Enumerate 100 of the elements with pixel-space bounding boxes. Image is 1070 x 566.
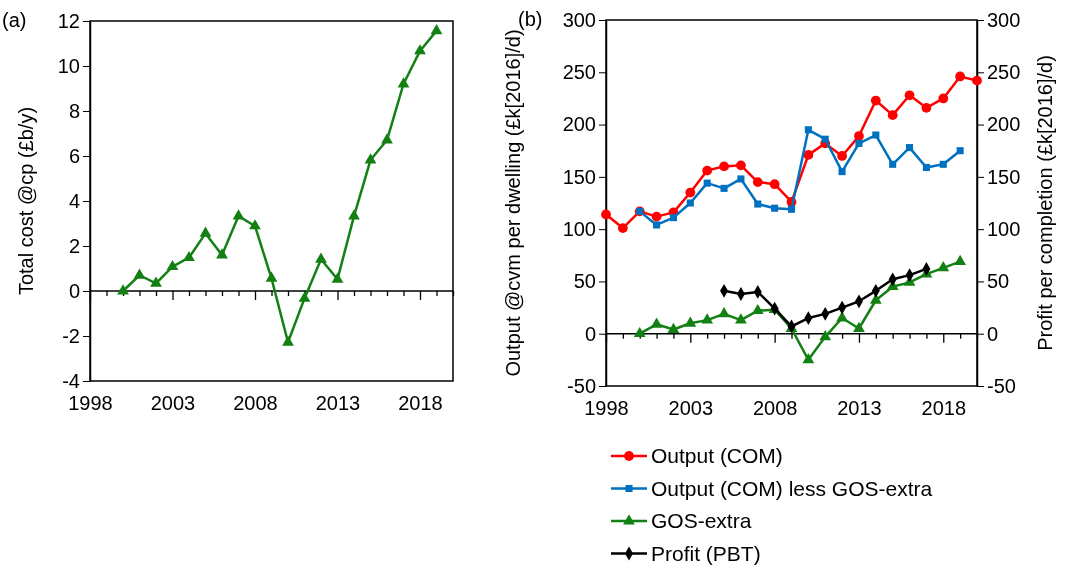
y-tick-label: 300 [562, 8, 596, 31]
point [821, 135, 829, 143]
y-tick-label: 100 [562, 218, 596, 241]
point [838, 168, 846, 176]
legend-label: Output (COM) less GOS-extra [651, 476, 933, 500]
y2-tick-label: 50 [987, 270, 1010, 293]
point [702, 165, 713, 176]
point [381, 133, 393, 144]
x-tick-label: 2008 [752, 397, 798, 420]
point [906, 144, 914, 152]
point [703, 179, 711, 187]
point [315, 252, 327, 263]
y-axis-title: Total cost @cp (£b/y) [15, 106, 37, 296]
point [669, 214, 677, 222]
y-tick-label: 2 [68, 234, 80, 257]
point [199, 226, 212, 237]
y2-tick-label: 200 [987, 113, 1021, 136]
x-tick-label: 2003 [150, 392, 196, 415]
y-tick-label: 0 [584, 322, 596, 345]
point [771, 204, 779, 212]
point [414, 44, 426, 55]
y-tick-label: 4 [68, 189, 80, 212]
y-tick-label: 200 [562, 113, 596, 136]
chart-title: (b) [518, 8, 543, 30]
point [854, 131, 864, 141]
point [937, 261, 950, 272]
y-axis-title: Output @cvm per dwelling (£k[2016]/d) [502, 29, 524, 377]
point [870, 95, 881, 106]
point [653, 221, 661, 229]
point [282, 335, 294, 346]
point [718, 307, 730, 318]
point [837, 151, 847, 161]
point [754, 200, 762, 208]
point [183, 250, 195, 262]
point [331, 272, 344, 283]
point [954, 254, 967, 265]
point [397, 77, 410, 88]
y2-tick-label: 0 [987, 322, 999, 345]
y-tick-label: -50 [567, 374, 596, 397]
point [752, 177, 763, 187]
point [651, 211, 662, 222]
point [150, 276, 162, 287]
x-tick-label: 2008 [233, 392, 278, 415]
point [855, 139, 863, 147]
point [133, 268, 146, 279]
y-tick-label: 8 [68, 99, 80, 122]
point [720, 184, 728, 192]
x-tick-label: 2018 [398, 392, 443, 415]
y-tick-label: 12 [57, 9, 80, 32]
legend-label: Profit (PBT) [651, 541, 761, 565]
x-tick-label: 2003 [668, 397, 714, 420]
point [667, 322, 680, 333]
y2-axis-title: Profit per completion (£k[2016]/d) [1034, 55, 1056, 351]
point [265, 271, 278, 282]
point [650, 317, 663, 328]
x-tick-label: 1998 [68, 392, 113, 415]
y-tick-label: 6 [68, 144, 80, 167]
point [904, 90, 915, 101]
point [972, 75, 982, 86]
point [787, 205, 796, 213]
point [617, 223, 628, 233]
point [249, 219, 261, 230]
y-tick-label: 250 [562, 61, 596, 84]
y-tick-label: 150 [562, 165, 596, 188]
point [802, 353, 815, 364]
point [737, 175, 745, 183]
y2-tick-label: 250 [987, 61, 1021, 84]
point [872, 131, 880, 139]
y2-tick-label: -50 [987, 374, 1016, 397]
point [956, 147, 964, 155]
y2-tick-label: 300 [987, 8, 1021, 31]
y-tick-label: 10 [57, 54, 80, 77]
x-tick-label: 2013 [315, 392, 361, 415]
point [853, 321, 865, 332]
point [348, 209, 360, 220]
legend-label: Output (COM) [651, 444, 783, 467]
legend-label: GOS-extra [651, 509, 752, 532]
y-tick-label: -4 [62, 369, 80, 392]
point [889, 160, 897, 168]
y-tick-label: -2 [62, 324, 80, 347]
x-tick-label: 2013 [837, 397, 882, 420]
point [736, 160, 746, 171]
point [887, 110, 898, 121]
point [803, 150, 814, 160]
point [117, 284, 129, 295]
point [922, 163, 930, 171]
y-tick-label: 50 [573, 270, 596, 293]
point [921, 102, 932, 113]
point [955, 71, 966, 82]
point [633, 326, 646, 338]
point [751, 303, 764, 315]
point [430, 24, 443, 35]
point [685, 187, 696, 198]
point [686, 199, 694, 207]
y2-tick-label: 150 [987, 165, 1021, 188]
point [735, 313, 747, 324]
point [769, 179, 780, 190]
point [719, 161, 729, 172]
point [166, 259, 179, 271]
x-tick-label: 1998 [584, 397, 629, 420]
